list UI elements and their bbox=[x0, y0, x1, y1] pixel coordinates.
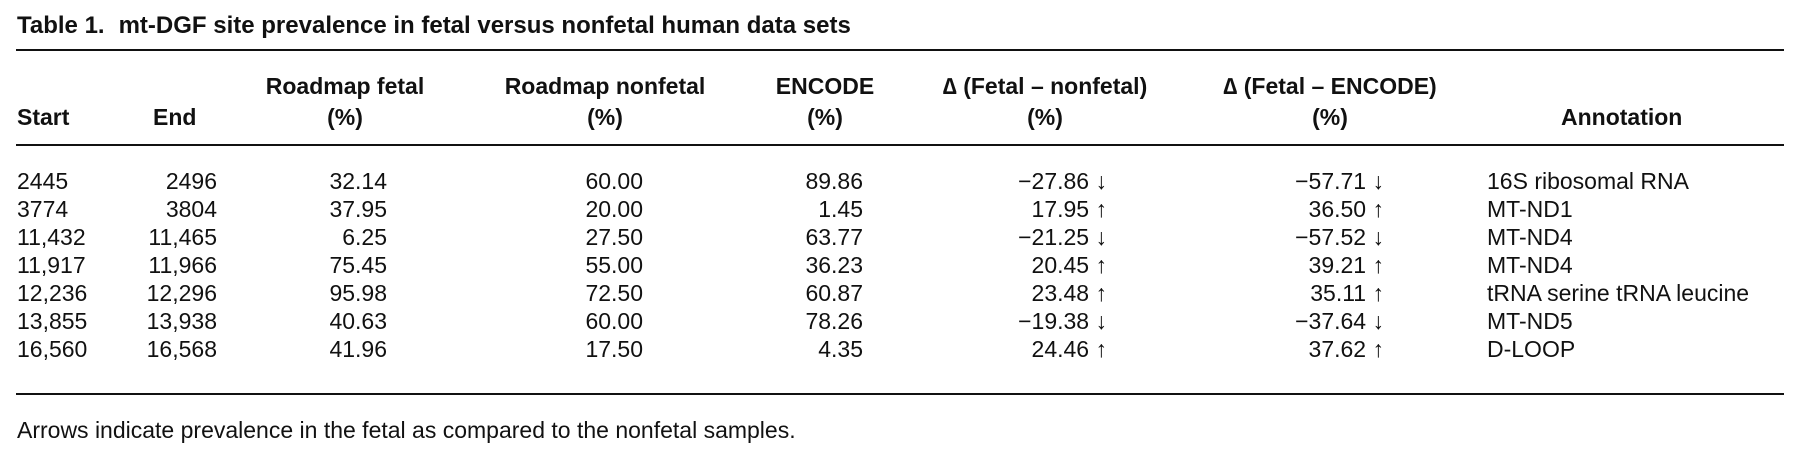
cell-delta-fetal-encode: −37.64 ↓ bbox=[1295, 308, 1384, 334]
cell-annotation: D-LOOP bbox=[1487, 336, 1576, 362]
header-delta-fetal-nonfetal: ∆ (Fetal – nonfetal) (%) bbox=[910, 71, 1180, 133]
table-row: 16,560 16,568 41.96 17.50 4.35 24.46 ↑ 3… bbox=[0, 335, 1800, 363]
header-roadmap-fetal-line2: (%) bbox=[327, 104, 363, 130]
cell-encode: 36.23 bbox=[805, 252, 863, 278]
cell-start: 11,432 bbox=[17, 224, 86, 250]
header-roadmap-nonfetal-line1: Roadmap nonfetal bbox=[504, 73, 706, 99]
cell-end: 3804 bbox=[165, 196, 217, 222]
table-row: 3774 3804 37.95 20.00 1.45 17.95 ↑ 36.50… bbox=[0, 195, 1800, 223]
cell-delta-fetal-nonfetal: 20.45 ↑ bbox=[1031, 252, 1107, 278]
cell-encode: 1.45 bbox=[818, 196, 863, 222]
cell-end: 13,938 bbox=[146, 308, 217, 334]
cell-roadmap-fetal: 95.98 bbox=[329, 280, 387, 306]
header-encode-line2: (%) bbox=[807, 104, 843, 130]
cell-roadmap-nonfetal: 55.00 bbox=[585, 252, 643, 278]
cell-roadmap-nonfetal: 60.00 bbox=[585, 168, 643, 194]
table-label: Table 1. bbox=[17, 12, 105, 39]
cell-annotation: 16S ribosomal RNA bbox=[1487, 168, 1689, 194]
cell-encode: 63.77 bbox=[805, 224, 863, 250]
cell-start: 2445 bbox=[17, 168, 69, 194]
cell-encode: 4.35 bbox=[818, 336, 863, 362]
bottom-rule bbox=[16, 393, 1784, 395]
cell-roadmap-nonfetal: 60.00 bbox=[585, 308, 643, 334]
cell-annotation: tRNA serine tRNA leucine bbox=[1487, 280, 1750, 306]
cell-end: 11,465 bbox=[148, 224, 217, 250]
cell-roadmap-nonfetal: 27.50 bbox=[585, 224, 643, 250]
cell-roadmap-fetal: 37.95 bbox=[329, 196, 387, 222]
cell-delta-fetal-nonfetal: 23.48 ↑ bbox=[1031, 280, 1107, 306]
header-delta-fn-line2: (%) bbox=[1027, 104, 1063, 130]
table-caption: Table 1. mt-DGF site prevalence in fetal … bbox=[17, 12, 851, 40]
cell-start: 13,855 bbox=[17, 308, 88, 334]
header-start: Start bbox=[17, 104, 70, 130]
header-roadmap-fetal: Roadmap fetal (%) bbox=[250, 71, 440, 133]
cell-roadmap-fetal: 40.63 bbox=[329, 308, 387, 334]
cell-delta-fetal-nonfetal: 17.95 ↑ bbox=[1031, 196, 1107, 222]
cell-encode: 78.26 bbox=[805, 308, 863, 334]
cell-start: 11,917 bbox=[17, 252, 86, 278]
cell-delta-fetal-encode: −57.71 ↓ bbox=[1295, 168, 1384, 194]
header-roadmap-nonfetal-line2: (%) bbox=[587, 104, 623, 130]
cell-start: 12,236 bbox=[17, 280, 88, 306]
cell-delta-fetal-nonfetal: −19.38 ↓ bbox=[1018, 308, 1107, 334]
cell-start: 16,560 bbox=[17, 336, 88, 362]
header-roadmap-nonfetal: Roadmap nonfetal (%) bbox=[480, 71, 730, 133]
header-annotation: Annotation bbox=[1561, 104, 1683, 130]
header-roadmap-fetal-line1: Roadmap fetal bbox=[265, 73, 425, 99]
cell-roadmap-fetal: 41.96 bbox=[329, 336, 387, 362]
cell-end: 12,296 bbox=[146, 280, 217, 306]
cell-delta-fetal-nonfetal: 24.46 ↑ bbox=[1031, 336, 1107, 362]
cell-roadmap-nonfetal: 20.00 bbox=[585, 196, 643, 222]
cell-encode: 89.86 bbox=[805, 168, 863, 194]
header-encode: ENCODE (%) bbox=[760, 71, 890, 133]
cell-end: 2496 bbox=[165, 168, 217, 194]
table-row: 13,855 13,938 40.63 60.00 78.26 −19.38 ↓… bbox=[0, 307, 1800, 335]
cell-start: 3774 bbox=[17, 196, 69, 222]
cell-annotation: MT-ND1 bbox=[1487, 196, 1573, 222]
cell-delta-fetal-encode: 36.50 ↑ bbox=[1308, 196, 1384, 222]
header-delta-fn-line1: ∆ (Fetal – nonfetal) bbox=[942, 73, 1148, 99]
header-delta-fe-line2: (%) bbox=[1312, 104, 1348, 130]
table-row: 11,917 11,966 75.45 55.00 36.23 20.45 ↑ … bbox=[0, 251, 1800, 279]
table-row: 2445 2496 32.14 60.00 89.86 −27.86 ↓ −57… bbox=[0, 167, 1800, 195]
header-rule bbox=[16, 144, 1784, 146]
header-end: End bbox=[153, 104, 197, 130]
cell-annotation: MT-ND5 bbox=[1487, 308, 1573, 334]
cell-delta-fetal-encode: 35.11 ↑ bbox=[1310, 280, 1384, 306]
table-row: 11,432 11,465 6.25 27.50 63.77 −21.25 ↓ … bbox=[0, 223, 1800, 251]
cell-delta-fetal-encode: 39.21 ↑ bbox=[1308, 252, 1384, 278]
cell-delta-fetal-encode: 37.62 ↑ bbox=[1308, 336, 1384, 362]
table-title: mt-DGF site prevalence in fetal versus n… bbox=[118, 12, 851, 39]
header-encode-line1: ENCODE bbox=[775, 73, 875, 99]
header-delta-fe-line1: ∆ (Fetal – ENCODE) bbox=[1223, 73, 1437, 99]
cell-roadmap-fetal: 6.25 bbox=[342, 224, 387, 250]
cell-delta-fetal-encode: −57.52 ↓ bbox=[1295, 224, 1384, 250]
cell-roadmap-nonfetal: 72.50 bbox=[585, 280, 643, 306]
cell-annotation: MT-ND4 bbox=[1487, 224, 1573, 250]
cell-end: 11,966 bbox=[148, 252, 217, 278]
cell-roadmap-fetal: 75.45 bbox=[329, 252, 387, 278]
top-rule bbox=[16, 49, 1784, 51]
header-delta-fetal-encode: ∆ (Fetal – ENCODE) (%) bbox=[1195, 71, 1465, 133]
cell-roadmap-fetal: 32.14 bbox=[329, 168, 387, 194]
cell-delta-fetal-nonfetal: −27.86 ↓ bbox=[1018, 168, 1107, 194]
cell-encode: 60.87 bbox=[805, 280, 863, 306]
table-footnote: Arrows indicate prevalence in the fetal … bbox=[17, 417, 796, 443]
cell-roadmap-nonfetal: 17.50 bbox=[585, 336, 643, 362]
cell-annotation: MT-ND4 bbox=[1487, 252, 1573, 278]
table-row: 12,236 12,296 95.98 72.50 60.87 23.48 ↑ … bbox=[0, 279, 1800, 307]
cell-end: 16,568 bbox=[146, 336, 217, 362]
cell-delta-fetal-nonfetal: −21.25 ↓ bbox=[1018, 224, 1107, 250]
